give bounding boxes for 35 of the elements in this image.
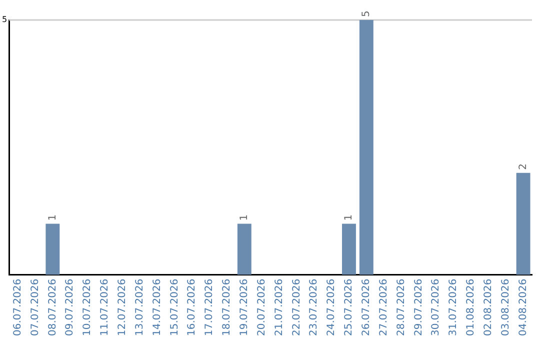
data-label: 1 [238, 214, 250, 221]
x-tick-label: 04.08.2026 [518, 278, 529, 336]
x-tick-label: 23.07.2026 [308, 278, 320, 336]
data-label: 2 [518, 163, 529, 170]
x-tick-label: 22.07.2026 [291, 278, 302, 336]
x-tick-label: 06.07.2026 [12, 278, 24, 336]
x-tick-label: 28.07.2026 [396, 278, 407, 336]
data-label: 1 [344, 214, 355, 221]
x-tick-label: 24.07.2026 [326, 278, 338, 336]
x-tick-label: 19.07.2026 [238, 278, 250, 336]
x-tick-label: 02.08.2026 [483, 278, 494, 336]
x-tick-label: 11.07.2026 [100, 278, 111, 336]
x-tick-label: 13.07.2026 [134, 278, 146, 336]
x-tick-label: 03.08.2026 [500, 278, 512, 336]
x-tick-label: 30.07.2026 [430, 278, 442, 336]
data-label: 5 [361, 10, 372, 17]
x-tick-label: 12.07.2026 [116, 278, 128, 336]
x-tick-label: 08.07.2026 [47, 278, 58, 336]
x-tick-label: 26.07.2026 [361, 278, 372, 336]
x-tick-label: 29.07.2026 [413, 278, 424, 336]
x-tick-label: 25.07.2026 [344, 278, 355, 336]
x-tick-label: 20.07.2026 [256, 278, 268, 336]
x-tick-label: 27.07.2026 [378, 278, 390, 336]
x-tick-label: 01.08.2026 [466, 278, 477, 336]
x-tick-label: 18.07.2026 [222, 278, 233, 336]
x-tick-label: 17.07.2026 [204, 278, 216, 336]
x-tick-label: 31.07.2026 [448, 278, 460, 336]
x-tick-label: 07.07.2026 [30, 278, 41, 336]
x-tick-label: 09.07.2026 [64, 278, 76, 336]
x-tick-label: 16.07.2026 [186, 278, 198, 336]
x-tick-label: 21.07.2026 [274, 278, 285, 336]
x-tick-label: 10.07.2026 [82, 278, 94, 336]
data-label: 1 [47, 214, 58, 221]
x-tick-label: 14.07.2026 [152, 278, 163, 336]
x-tick-label: 15.07.2026 [169, 278, 180, 336]
